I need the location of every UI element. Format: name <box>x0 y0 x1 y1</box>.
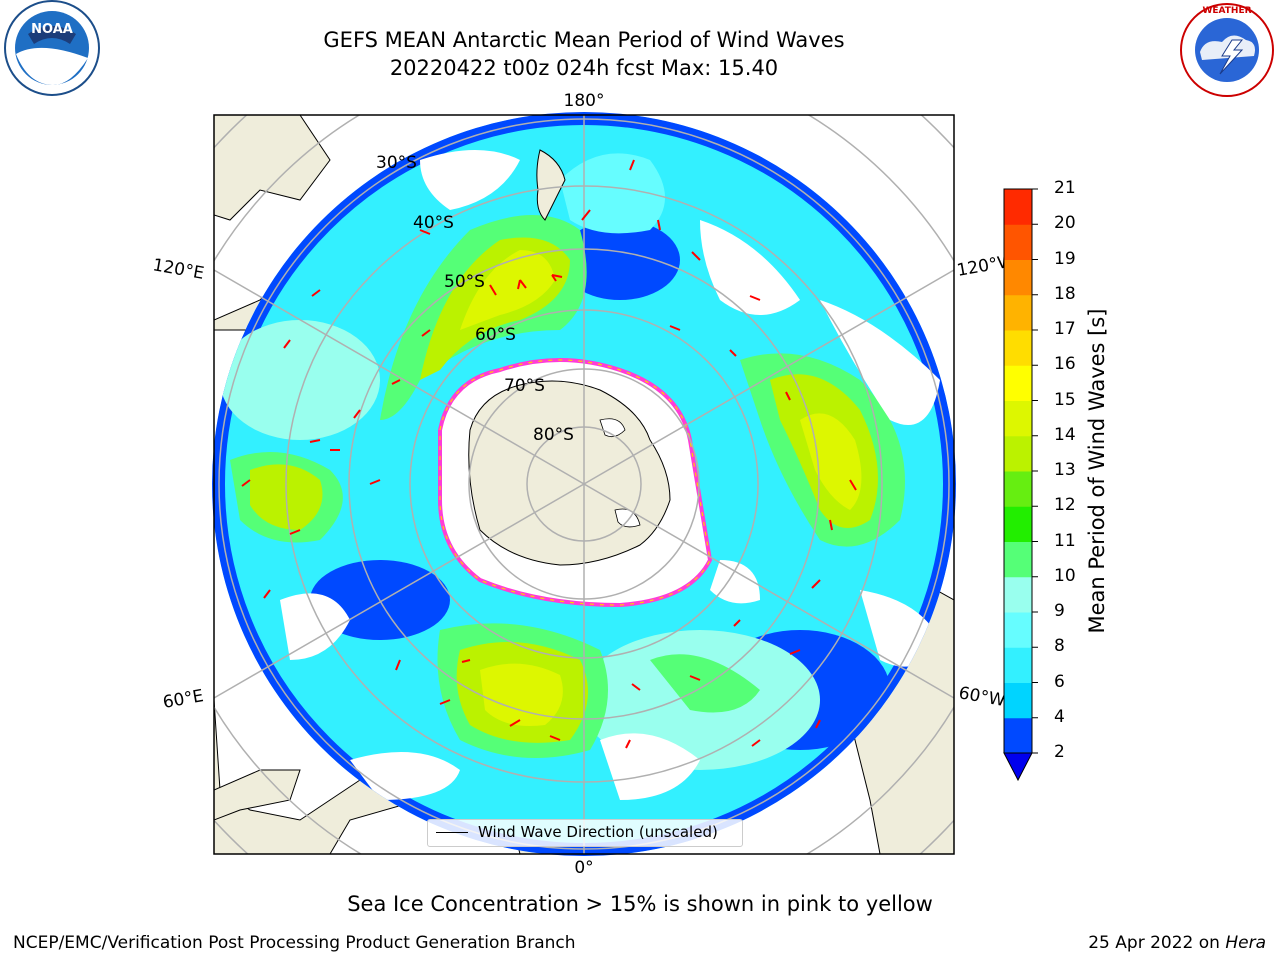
svg-text:NOAA: NOAA <box>31 22 73 37</box>
colorbar-tick-label: 16 <box>1054 354 1076 375</box>
lat-label-50s: 50°S <box>444 272 485 292</box>
colorbar-tick-label: 6 <box>1054 671 1065 692</box>
footer-date: 25 Apr 2022 on Hera <box>1088 933 1266 953</box>
colorbar-segment <box>1004 259 1032 296</box>
colorbar-tick-label: 13 <box>1054 460 1076 480</box>
colorbar-segment <box>1004 647 1032 683</box>
lat-label-60s: 60°S <box>475 325 516 345</box>
colorbar-tick-label: 10 <box>1054 565 1076 586</box>
colorbar-segment <box>1004 224 1032 260</box>
map-panel: 30°S 40°S 50°S 60°S 70°S 80°S 180° 0° 12… <box>151 91 1016 878</box>
colorbar <box>1003 188 1038 782</box>
colorbar-segment <box>1004 541 1032 578</box>
lon-label-60w: 60°W <box>957 683 1007 711</box>
colorbar-tick-label: 17 <box>1054 319 1076 339</box>
wind-wave-arrows <box>241 159 857 749</box>
lat-label-40s: 40°S <box>413 213 454 233</box>
lon-label-60e: 60°E <box>161 686 205 713</box>
lat-label-80s: 80°S <box>533 425 574 445</box>
footer-credit: NCEP/EMC/Verification Post Processing Pr… <box>13 933 576 953</box>
colorbar-segment <box>1004 506 1032 542</box>
nws-logo: WEATHER <box>1180 3 1274 97</box>
chart-title: GEFS MEAN Antarctic Mean Period of Wind … <box>323 28 845 52</box>
footer-date-text: 25 Apr 2022 on <box>1088 933 1226 953</box>
colorbar-tick-label: 4 <box>1054 706 1065 727</box>
lat-label-70s: 70°S <box>504 376 545 396</box>
colorbar-segment <box>1004 330 1032 366</box>
graticule <box>213 115 955 854</box>
colorbar-segment <box>1004 717 1032 754</box>
lon-label-120e: 120°E <box>151 255 205 284</box>
colorbar-under-triangle <box>1003 752 1033 782</box>
legend-line-swatch <box>436 832 468 833</box>
lon-label-180: 180° <box>564 91 605 111</box>
colorbar-tick-label: 20 <box>1054 213 1076 234</box>
colorbar-tick-label: 19 <box>1054 248 1076 269</box>
legend: Wind Wave Direction (unscaled) <box>427 819 743 847</box>
footer-host: Hera <box>1225 933 1266 953</box>
lat-label-30s: 30°S <box>376 153 417 173</box>
colorbar-segment <box>1004 365 1032 401</box>
colorbar-tick-label: 18 <box>1054 283 1076 304</box>
colorbar-tick-label: 9 <box>1054 601 1065 621</box>
colorbar-segment <box>1004 576 1032 613</box>
colorbar-tick-label: 21 <box>1054 178 1076 198</box>
colorbar-tick-label: 11 <box>1054 530 1076 551</box>
wave-period-field <box>212 112 956 856</box>
colorbar-segment <box>1004 612 1032 648</box>
legend-label: Wind Wave Direction (unscaled) <box>478 823 718 841</box>
colorbar-segment <box>1004 189 1032 225</box>
colorbar-tick-label: 15 <box>1054 389 1076 410</box>
lon-label-0: 0° <box>574 858 593 878</box>
new-zealand <box>536 149 566 221</box>
colorbar-tick-label: 12 <box>1054 495 1076 516</box>
colorbar-segment <box>1004 682 1032 719</box>
colorbar-segment <box>1004 435 1032 472</box>
colorbar-tick-label: 2 <box>1054 742 1065 762</box>
colorbar-segment <box>1004 294 1032 331</box>
colorbar-tick-label: 8 <box>1054 636 1065 657</box>
svg-text:WEATHER: WEATHER <box>1202 6 1251 16</box>
colorbar-title: Mean Period of Wind Waves [s] <box>1085 308 1109 634</box>
colorbar-segment <box>1004 400 1032 437</box>
sea-ice-note: Sea Ice Concentration > 15% is shown in … <box>347 892 933 916</box>
chart-subtitle-forecast: 20220422 t00z 024h fcst Max: 15.40 <box>389 56 779 80</box>
colorbar-tick-label: 14 <box>1054 424 1076 445</box>
noaa-logo: NOAA <box>4 0 100 96</box>
colorbar-segment <box>1004 471 1032 507</box>
